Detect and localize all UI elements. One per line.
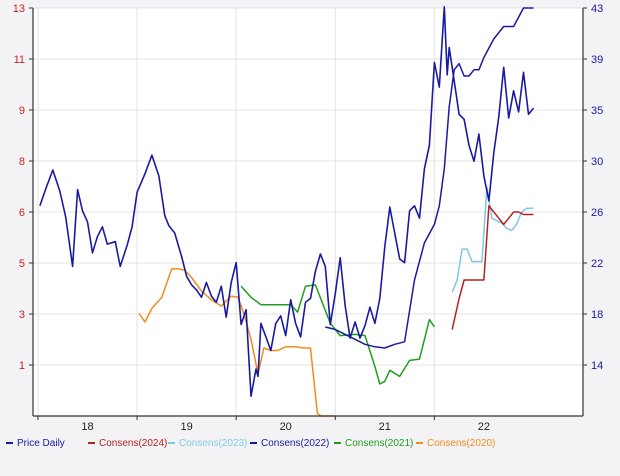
- series-line-consens-2022: [325, 7, 534, 349]
- series-layer: [39, 6, 535, 417]
- x-tick-label: 20: [280, 421, 292, 433]
- legend-label: Price Daily: [17, 438, 65, 449]
- series-line-price-daily: [39, 6, 535, 397]
- y-left-tick-label: 5: [19, 258, 25, 270]
- legend: Price Daily Consens(2024) Consens(2023) Con…: [6, 438, 495, 449]
- y-left-tick-label: 13: [13, 3, 25, 15]
- ticks: 13 43 11 39 9 35 8 30 6 26 5 22 3 18 1 14 18 19 20 21 22: [13, 3, 604, 433]
- y-right-tick-label: 35: [591, 105, 603, 117]
- y-right-tick-label: 39: [591, 54, 603, 66]
- y-right-tick-label: 14: [591, 360, 603, 372]
- x-tick-label: 19: [180, 421, 192, 433]
- y-left-tick-label: 1: [19, 360, 25, 372]
- legend-label: Consens(2020): [427, 438, 495, 449]
- y-left-tick-label: 8: [19, 156, 25, 168]
- y-left-tick-label: 9: [19, 105, 25, 117]
- y-left-tick-label: 6: [19, 207, 25, 219]
- legend-label: Consens(2022): [261, 438, 329, 449]
- y-right-tick-label: 26: [591, 207, 603, 219]
- legend-label: Consens(2024): [99, 438, 167, 449]
- y-left-tick-label: 3: [19, 309, 25, 321]
- y-right-tick-label: 30: [591, 156, 603, 168]
- y-right-tick-label: 22: [591, 258, 603, 270]
- legend-label: Consens(2021): [345, 438, 413, 449]
- series-line-consens-2023: [451, 186, 534, 293]
- x-tick-label: 22: [478, 421, 490, 433]
- legend-label: Consens(2023): [179, 438, 247, 449]
- x-tick-label: 18: [81, 421, 93, 433]
- y-right-tick-label: 43: [591, 3, 603, 15]
- y-right-tick-label: 18: [591, 309, 603, 321]
- x-tick-label: 21: [379, 421, 391, 433]
- y-left-tick-label: 11: [14, 54, 25, 66]
- series-line-consens-2024: [451, 205, 534, 330]
